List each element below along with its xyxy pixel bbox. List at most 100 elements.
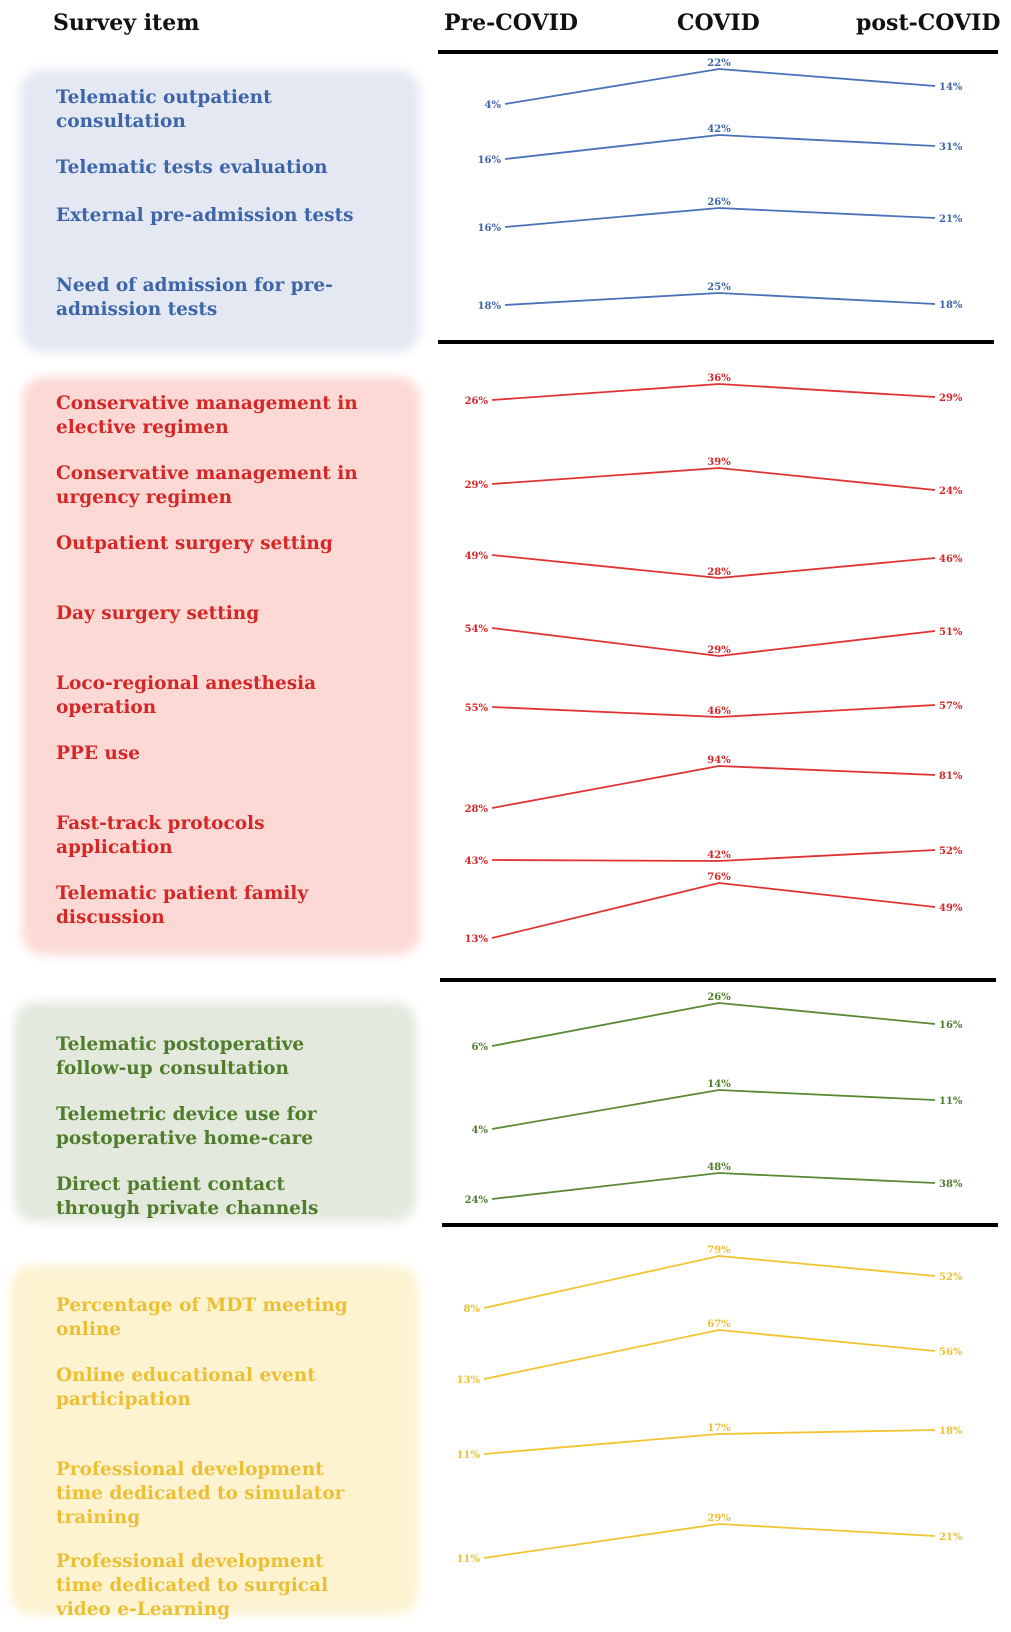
data-label: 18% [478, 301, 502, 312]
survey-item-label-line: Loco-regional anesthesia [56, 673, 317, 694]
survey-item-label-line: Professional development [56, 1459, 324, 1480]
data-label: 26% [707, 197, 731, 208]
survey-item-label: Online educational event participation [56, 1364, 316, 1412]
survey-item-label-line: through private channels [56, 1198, 319, 1219]
data-label: 76% [707, 872, 731, 883]
survey-item-label: Telematic tests evaluation [56, 156, 328, 180]
group-rule-3 [442, 1223, 998, 1227]
survey-item-label: Telematic patient family discussion [56, 882, 308, 930]
survey-item-label: Telematic postoperative follow-up consult… [56, 1033, 304, 1081]
data-label: 79% [707, 1245, 731, 1256]
survey-item-label-line: Telematic tests evaluation [56, 157, 328, 178]
survey-item-label-line: Telematic postoperative [56, 1034, 305, 1055]
data-label: 16% [939, 1020, 963, 1031]
series-line [504, 207, 936, 228]
survey-item-label: Day surgery setting [56, 602, 259, 626]
column-header-pre-covid: Pre-COVID [444, 10, 578, 36]
survey-item-label-line: Professional development [56, 1551, 324, 1572]
survey-item-label-line: Day surgery setting [56, 603, 260, 624]
survey-item-label-line: elective regimen [56, 417, 229, 438]
group-rule-2 [440, 978, 996, 982]
data-label: 52% [939, 1272, 963, 1283]
column-header-covid: COVID [677, 10, 760, 36]
data-label: 24% [465, 1195, 489, 1206]
survey-item-label-line: postoperative home-care [56, 1128, 314, 1149]
series-line [504, 68, 936, 105]
series-line [483, 1429, 936, 1455]
survey-item-label: Conservative management in urgency regime… [56, 462, 358, 510]
data-label: 28% [465, 804, 489, 815]
survey-item-label: Professional development time dedicated t… [56, 1550, 328, 1622]
data-label: 8% [464, 1304, 481, 1315]
data-label: 14% [707, 1079, 731, 1090]
survey-item-label-line: follow-up consultation [56, 1058, 289, 1079]
column-header-survey-item: Survey item [53, 10, 200, 36]
data-label: 67% [707, 1319, 731, 1330]
series-line [491, 1002, 936, 1047]
series-line [491, 765, 936, 809]
data-label: 43% [465, 856, 489, 867]
data-label: 16% [478, 223, 502, 234]
data-label: 18% [939, 1426, 963, 1437]
series-line [483, 1329, 936, 1380]
survey-item-label-line: urgency regimen [56, 487, 233, 508]
data-label: 56% [939, 1347, 963, 1358]
survey-item-label-line: Online educational event [56, 1365, 316, 1386]
survey-item-label: Conservative management in elective regim… [56, 392, 358, 440]
data-label: 29% [707, 645, 731, 656]
data-label: 52% [939, 846, 963, 857]
survey-item-label-line: Fast-track protocols [56, 813, 265, 834]
data-label: 49% [939, 903, 963, 914]
survey-item-label: Telemetric device use for postoperative h… [56, 1103, 317, 1151]
series-line [491, 882, 936, 939]
data-label: 4% [485, 100, 502, 111]
group-box-blue [20, 70, 420, 352]
survey-item-label-line: Telemetric device use for [56, 1104, 317, 1125]
survey-item-label-line: time dedicated to simulator [56, 1483, 345, 1504]
data-label: 24% [939, 486, 963, 497]
survey-item-label-line: External pre-admission tests [56, 205, 354, 226]
data-label: 14% [939, 82, 963, 93]
survey-item-label-line: Need of admission for pre- [56, 275, 333, 296]
series-line [491, 627, 936, 657]
survey-item-label: PPE use [56, 742, 140, 766]
data-label: 16% [478, 155, 502, 166]
survey-item-label-line: training [56, 1507, 141, 1528]
data-label: 25% [707, 282, 731, 293]
survey-item-label: Telematic outpatient consultation [56, 86, 272, 134]
data-label: 13% [457, 1375, 481, 1386]
data-label: 46% [707, 706, 731, 717]
series-line [504, 292, 936, 306]
data-label: 38% [939, 1179, 963, 1190]
survey-item-label: Professional development time dedicated t… [56, 1458, 344, 1530]
survey-item-label-line: admission tests [56, 299, 218, 320]
series-line [483, 1255, 936, 1309]
data-label: 18% [939, 300, 963, 311]
data-label: 48% [707, 1162, 731, 1173]
series-line [491, 1089, 936, 1130]
data-label: 11% [939, 1096, 963, 1107]
data-label: 26% [707, 992, 731, 1003]
data-label: 17% [707, 1423, 731, 1434]
data-label: 36% [707, 373, 731, 384]
data-label: 54% [465, 624, 489, 635]
survey-item-label-line: Direct patient contact [56, 1174, 285, 1195]
series-line [491, 704, 936, 718]
survey-item-label-line: Percentage of MDT meeting [56, 1295, 348, 1316]
survey-item-label: External pre-admission tests [56, 204, 354, 228]
survey-item-label: Need of admission for pre-admission test… [56, 274, 333, 322]
survey-item-label-line: consultation [56, 111, 186, 132]
survey-item-label: Fast-track protocols application [56, 812, 265, 860]
data-label: 29% [939, 393, 963, 404]
data-label: 11% [457, 1450, 481, 1461]
data-label: 39% [707, 457, 731, 468]
survey-item-label: Outpatient surgery setting [56, 532, 333, 556]
series-line [491, 1172, 936, 1200]
group-box-yellow [10, 1265, 418, 1615]
data-label: 13% [465, 934, 489, 945]
data-label: 94% [707, 755, 731, 766]
survey-item-label-line: Outpatient surgery setting [56, 533, 333, 554]
header-rule [438, 50, 998, 54]
survey-item-label-line: time dedicated to surgical [56, 1575, 329, 1596]
data-label: 51% [939, 627, 963, 638]
